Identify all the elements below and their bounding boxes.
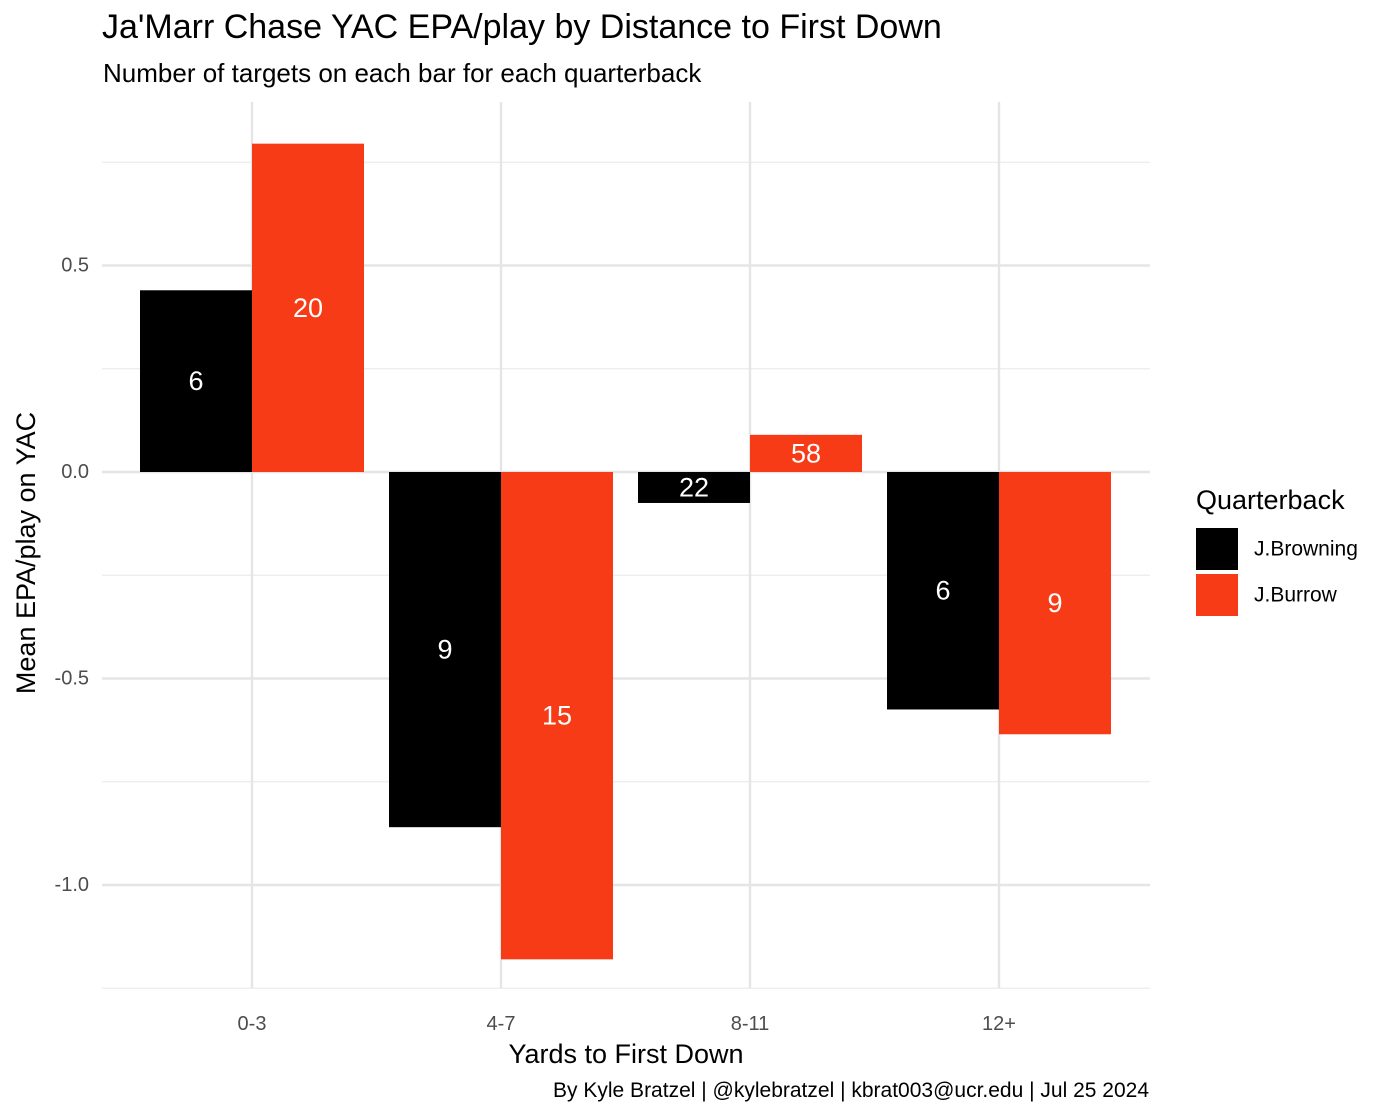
y-tick-label: -1.0 xyxy=(55,874,89,896)
legend-label: J.Burrow xyxy=(1254,584,1338,607)
bar-data-label: 58 xyxy=(791,438,821,468)
bar xyxy=(501,472,613,960)
bar-data-label: 6 xyxy=(188,366,203,396)
legend: Quarterback J.Browning J.Burrow xyxy=(1196,485,1358,616)
bar xyxy=(140,290,252,472)
bar-data-label: 6 xyxy=(935,576,950,606)
y-tick-label: 0.5 xyxy=(61,255,89,277)
x-tick-label: 12+ xyxy=(982,1013,1016,1035)
bar xyxy=(638,472,750,503)
bar xyxy=(750,434,862,472)
legend-label: J.Browning xyxy=(1254,538,1358,561)
bar xyxy=(252,143,364,473)
bar xyxy=(389,472,501,828)
bars xyxy=(140,143,1111,960)
bar-data-label: 15 xyxy=(542,701,572,731)
x-axis-title: Yards to First Down xyxy=(508,1039,743,1069)
bar-data-label: 20 xyxy=(293,293,323,323)
bar-data-label: 9 xyxy=(437,635,452,665)
x-tick-label: 4-7 xyxy=(487,1013,516,1035)
bar xyxy=(999,472,1111,735)
chart-caption: By Kyle Bratzel | @kylebratzel | kbrat00… xyxy=(553,1079,1149,1102)
chart-subtitle: Number of targets on each bar for each q… xyxy=(103,58,702,88)
bar xyxy=(887,472,999,710)
legend-title: Quarterback xyxy=(1196,485,1345,515)
bar-data-label: 22 xyxy=(679,472,709,502)
y-tick-label: 0.0 xyxy=(61,461,89,483)
legend-swatch xyxy=(1196,574,1238,616)
y-axis-title: Mean EPA/play on YAC xyxy=(11,412,41,694)
y-tick-label: -0.5 xyxy=(55,668,89,690)
bar-labels: 6 9 22 6 20 15 58 9 xyxy=(188,293,1062,731)
legend-swatch xyxy=(1196,528,1238,570)
x-tick-label: 8-11 xyxy=(731,1013,770,1035)
bar-data-label: 9 xyxy=(1047,588,1062,618)
axes: 0.5 0.0 -0.5 -1.0 0-3 4-7 8-11 12+ xyxy=(55,255,1016,1036)
chart-title: Ja'Marr Chase YAC EPA/play by Distance t… xyxy=(102,8,942,46)
x-tick-label: 0-3 xyxy=(238,1013,267,1035)
